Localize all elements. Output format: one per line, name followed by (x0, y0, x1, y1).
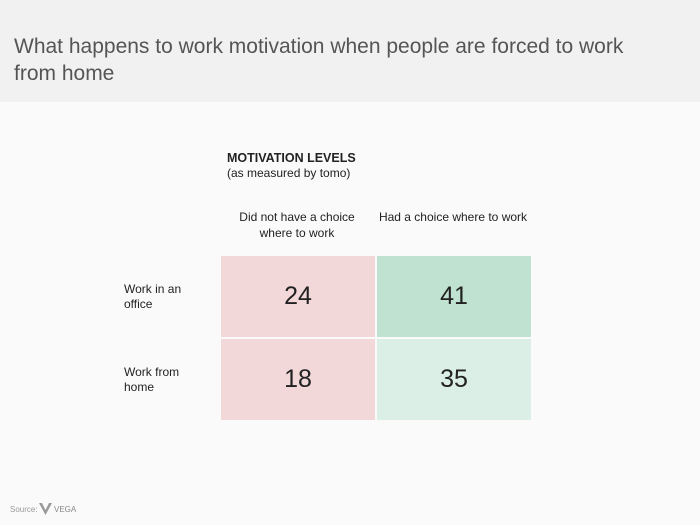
source-label: Source: (10, 505, 38, 514)
header: What happens to work motivation when peo… (0, 0, 700, 102)
logo-text: VEGA (54, 505, 77, 514)
column-header: Did not have a choice where to work (239, 210, 355, 240)
cell: 24 (221, 256, 375, 337)
cell: 18 (221, 339, 375, 420)
title: What happens to work motivation when peo… (14, 35, 624, 85)
row-label: Work in an office (124, 282, 182, 311)
logo-icon (39, 503, 52, 515)
table-subheading: (as measured by tomo) (227, 166, 351, 180)
column-header: Had a choice where to work (378, 210, 528, 224)
cell: 35 (377, 339, 531, 420)
cell: 41 (377, 256, 531, 337)
row-label: Work from home (124, 365, 180, 394)
table-heading: MOTIVATION LEVELS (227, 151, 356, 165)
